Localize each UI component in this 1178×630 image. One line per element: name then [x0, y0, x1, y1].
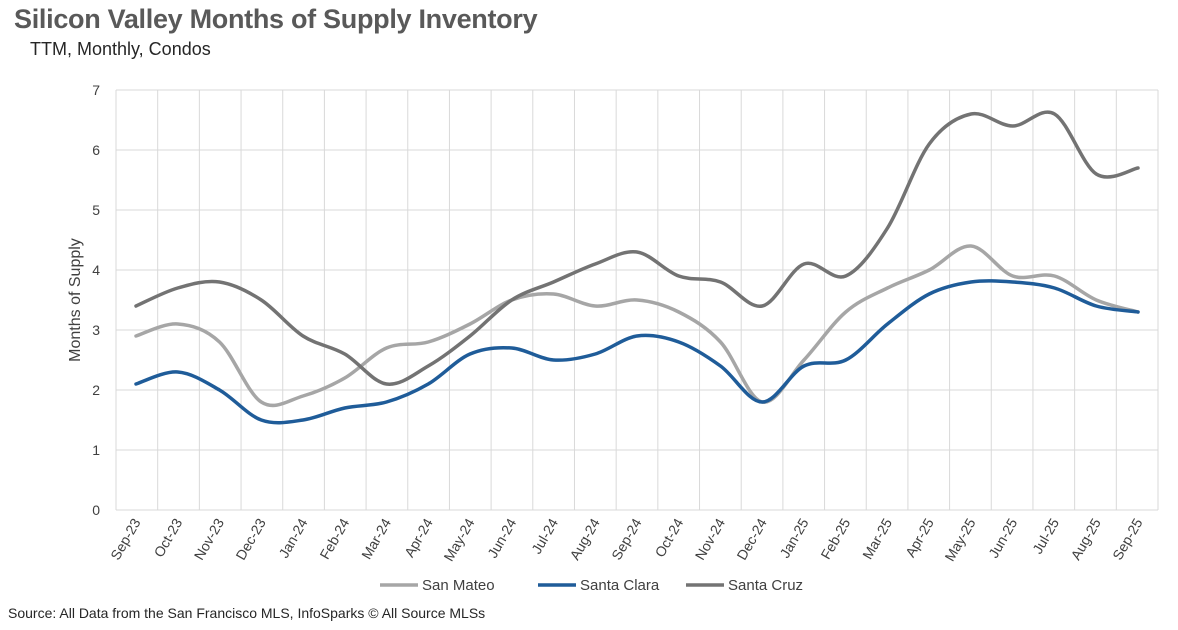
x-tick-label: Jan-25 [776, 515, 811, 560]
legend: San Mateo Santa Clara Santa Cruz [380, 577, 803, 594]
chart-title: Silicon Valley Months of Supply Inventor… [14, 4, 538, 34]
legend-label-san-mateo: San Mateo [422, 577, 495, 594]
x-tick-label: Dec-24 [733, 515, 770, 562]
x-tick-label: Sep-25 [1109, 515, 1146, 562]
legend-label-santa-clara: Santa Clara [580, 577, 660, 594]
y-tick-label: 4 [92, 262, 100, 278]
x-tick-label: Jul-25 [1029, 515, 1062, 556]
y-tick-label: 6 [92, 142, 100, 158]
x-tick-label: Jan-24 [275, 515, 310, 560]
legend-label-santa-cruz: Santa Cruz [728, 577, 803, 594]
y-tick-label: 3 [92, 322, 100, 338]
x-tick-label: Sep-24 [608, 515, 645, 562]
y-tick-label: 7 [92, 82, 100, 98]
series-line-santa-cruz [134, 110, 1140, 386]
x-tick-label: Oct-24 [651, 515, 686, 560]
x-tick-label: Mar-25 [859, 515, 895, 562]
source-note: Source: All Data from the San Francisco … [8, 605, 486, 621]
y-tick-label: 5 [92, 202, 100, 218]
x-axis-ticks: Sep-23 Oct-23 Nov-23 Dec-23 Jan-24 Feb-24 Mar-… [107, 515, 1146, 564]
x-tick-label: Feb-24 [316, 515, 352, 562]
y-axis-ticks: 0 1 2 3 4 5 6 7 [92, 82, 100, 518]
y-tick-label: 0 [92, 502, 100, 518]
x-tick-label: Jun-25 [985, 515, 1020, 560]
x-tick-label: May-24 [440, 515, 477, 564]
series-lines [134, 110, 1140, 425]
x-tick-label: Jul-24 [528, 515, 561, 556]
x-tick-label: Dec-23 [232, 515, 269, 562]
y-axis-label: Months of Supply [67, 238, 84, 362]
x-tick-label: Apr-24 [401, 515, 436, 560]
x-tick-label: Oct-23 [150, 515, 185, 560]
x-tick-label: May-25 [941, 515, 978, 564]
gridlines [115, 89, 1159, 511]
x-tick-label: Feb-25 [817, 515, 853, 562]
x-tick-label: Jun-24 [484, 515, 519, 560]
x-tick-label: Nov-24 [692, 515, 729, 562]
y-tick-label: 2 [92, 382, 100, 398]
x-tick-label: Mar-24 [358, 515, 394, 562]
x-tick-label: Aug-24 [566, 515, 603, 562]
series-line-san-mateo [134, 244, 1140, 408]
y-tick-label: 1 [92, 442, 100, 458]
x-tick-label: Sep-23 [107, 515, 144, 562]
x-tick-label: Aug-25 [1067, 515, 1104, 562]
x-tick-label: Nov-23 [191, 515, 228, 562]
x-tick-label: Apr-25 [902, 515, 937, 560]
chart-subtitle: TTM, Monthly, Condos [30, 39, 211, 59]
series-line-santa-clara [134, 279, 1140, 425]
